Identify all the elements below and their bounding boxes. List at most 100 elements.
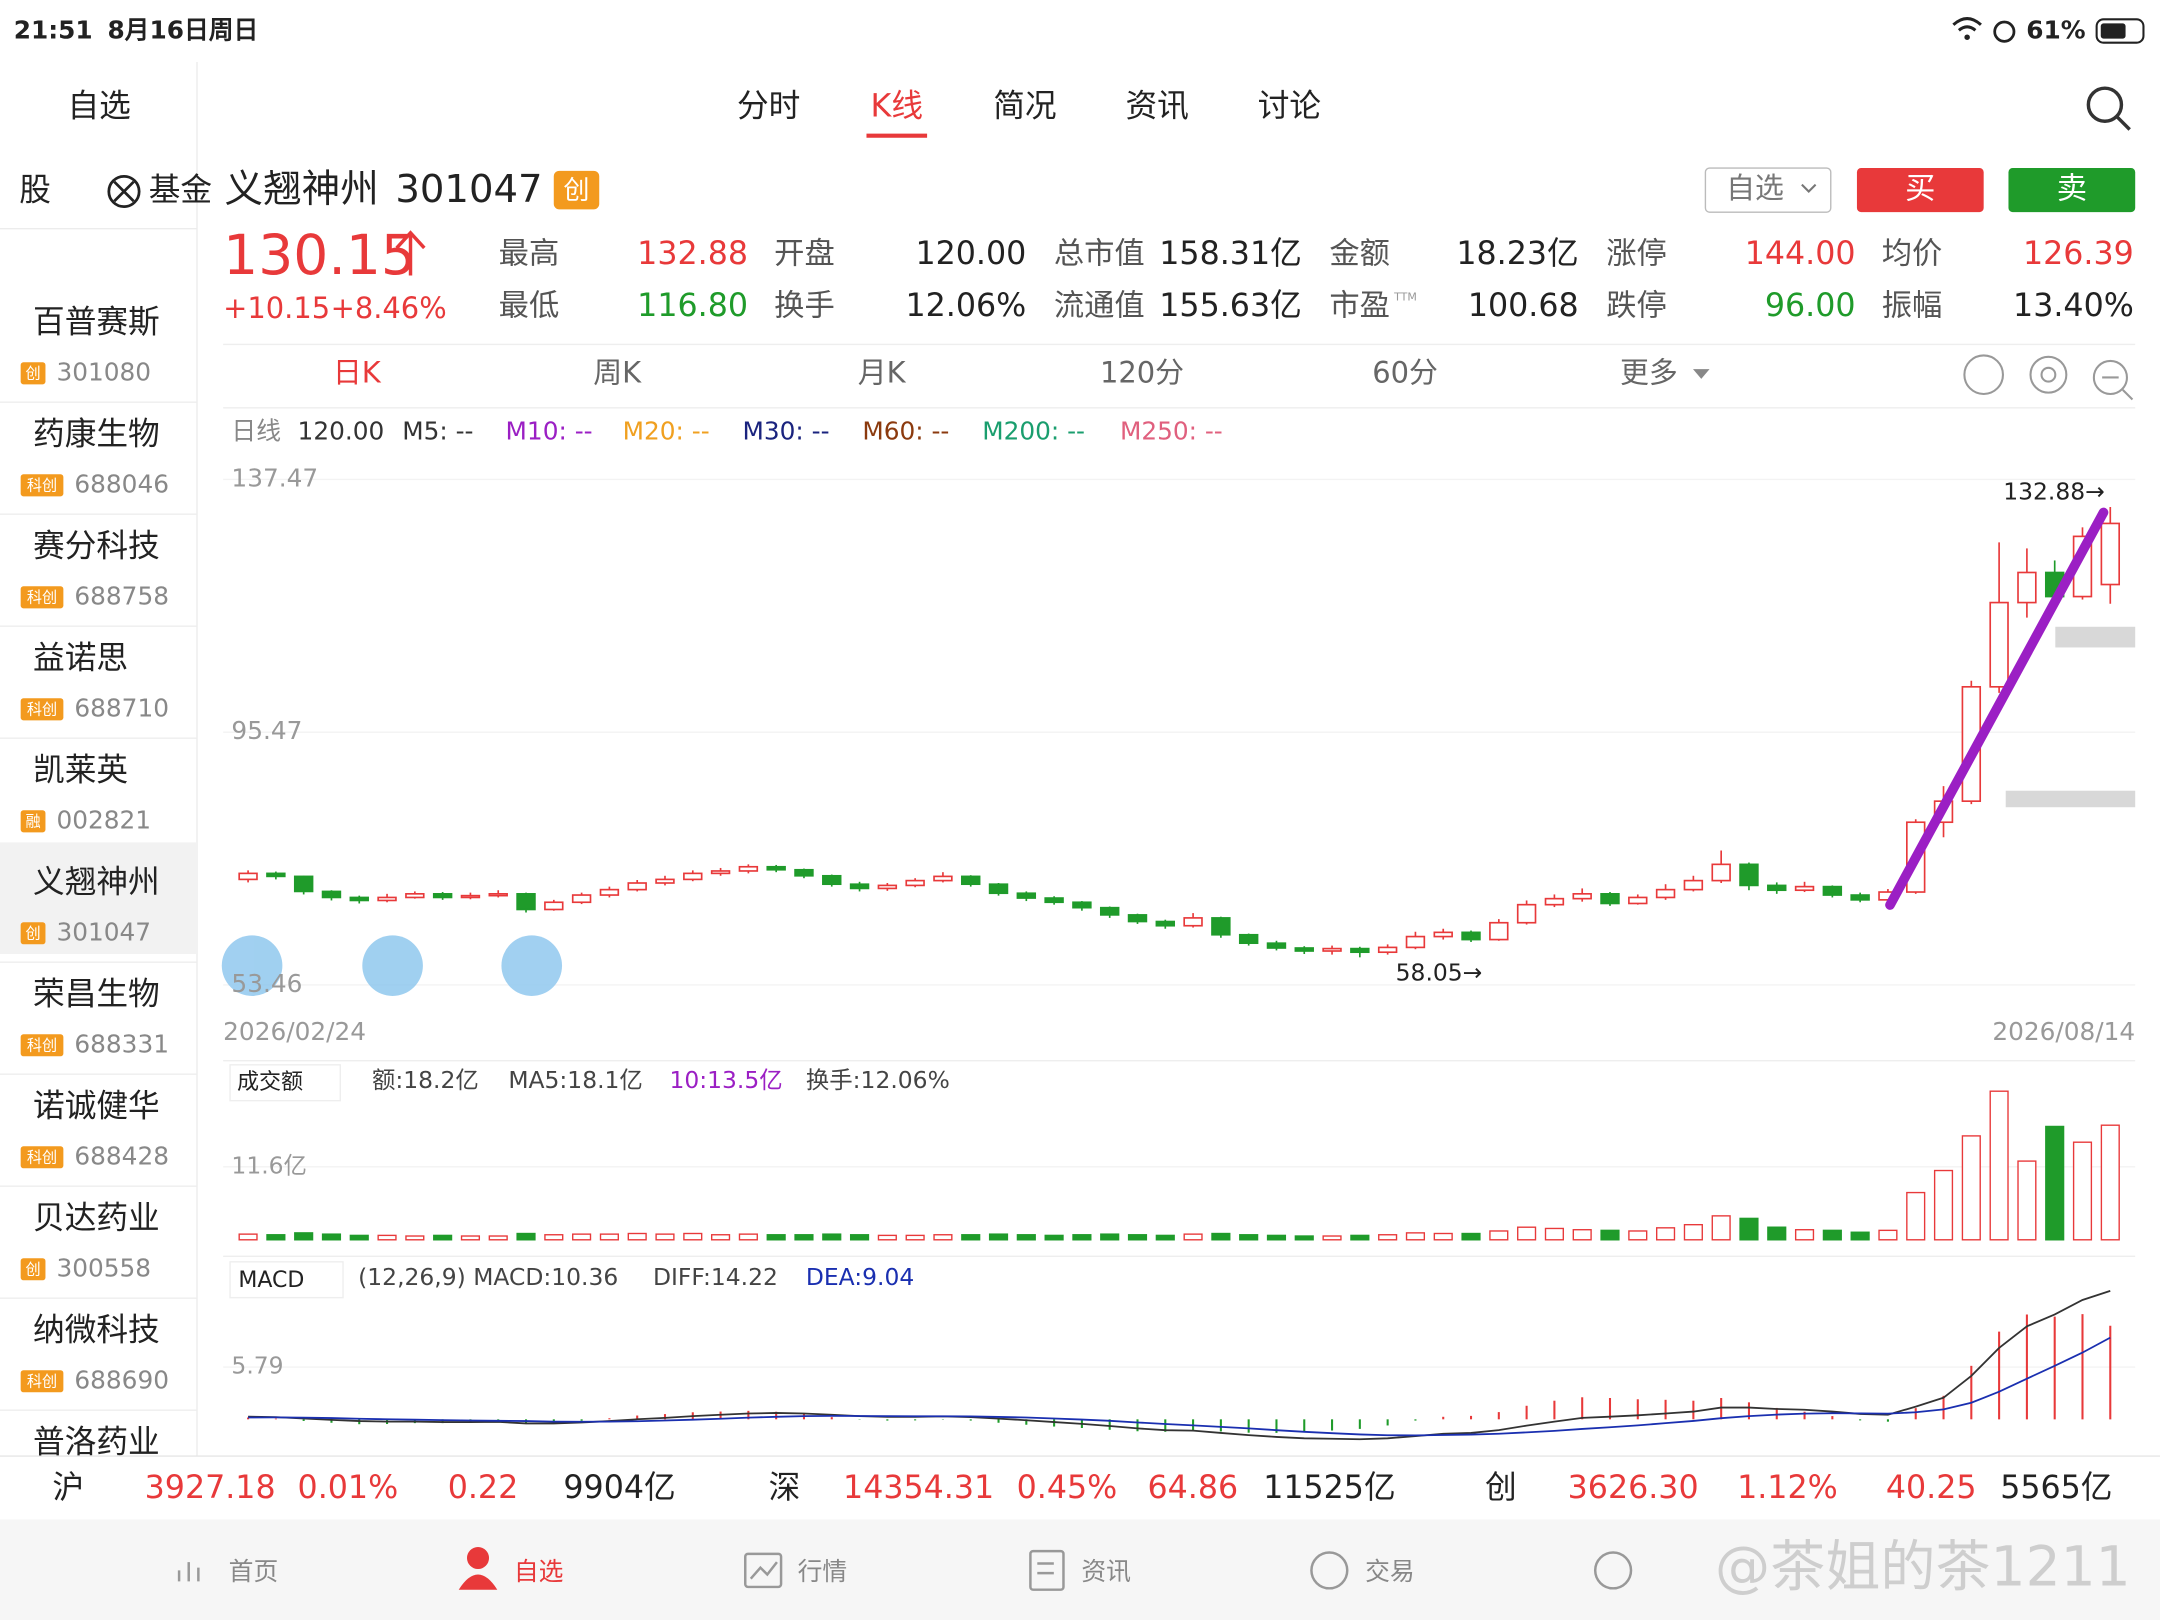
stock-name[interactable]: 凯莱英 [33, 753, 128, 789]
quote-value: 100.68 [1468, 288, 1579, 324]
nav-tab[interactable]: 讨论 [1258, 88, 1321, 124]
stock-name[interactable]: 益诺思 [33, 641, 128, 677]
badge [20, 1034, 64, 1057]
volume-bar [1072, 1234, 1092, 1241]
stock-code: 688428 [74, 1141, 169, 1170]
stock-code: 301047 [56, 917, 151, 946]
quote-value: 13.40% [2013, 288, 2134, 324]
stock-name[interactable]: 荣昌生物 [33, 977, 160, 1013]
badge-text: 科创 [27, 477, 57, 495]
period-tab[interactable]: 周K [593, 356, 642, 390]
volume-bar [377, 1234, 397, 1241]
badge-text: 科创 [27, 1372, 57, 1390]
index-amount: 5565亿 [2000, 1470, 2112, 1506]
volume-bar [849, 1234, 870, 1241]
watch-button[interactable] [1704, 167, 1832, 213]
volume-bar [1961, 1135, 1981, 1241]
nav-tab[interactable]: 资讯 [1125, 88, 1188, 124]
stock-name: 义翘神州 [225, 167, 379, 212]
quote-value: 155.63亿 [1159, 288, 1302, 324]
badge-text: 创 [25, 924, 40, 942]
tab-item[interactable]: 行情 [798, 1557, 848, 1586]
stock-name[interactable]: 普洛药业 [33, 1425, 160, 1461]
stat: (12,26,9) MACD:10.36 [358, 1263, 618, 1291]
badge-text: 创 [25, 365, 40, 383]
volume-bar [321, 1233, 342, 1241]
tab-item[interactable]: 资讯 [1081, 1557, 1131, 1586]
volume-bar [1794, 1229, 1815, 1241]
x-start: 2026/02/24 [223, 1017, 366, 1046]
volume-bar [1906, 1191, 1926, 1241]
drawn-zone [2055, 626, 2136, 648]
nav-tab[interactable]: 简况 [993, 88, 1056, 124]
stock-name[interactable]: 纳微科技 [33, 1313, 160, 1349]
stock-name[interactable]: 诺诚健华 [33, 1089, 160, 1125]
buy-button[interactable] [1856, 168, 1984, 213]
status-battery: 61% [2026, 16, 2085, 45]
badge [20, 474, 64, 497]
candle-body [794, 868, 814, 877]
period-tab[interactable]: 日K [333, 356, 382, 390]
volume-bar [544, 1234, 564, 1241]
ma-legend: 120.00 [298, 417, 385, 446]
nav-tab[interactable]: K线 [871, 88, 923, 124]
volume-bar [1517, 1226, 1537, 1241]
tab-icons [177, 1546, 1633, 1591]
stock-name[interactable]: 百普赛斯 [33, 305, 160, 341]
watch-chevron [1801, 183, 1817, 193]
period-tab[interactable]: 月K [858, 356, 907, 390]
stock-code: 688690 [74, 1365, 169, 1394]
chart-tools[interactable] [1963, 354, 2134, 401]
floating-buttons[interactable] [221, 935, 563, 996]
tab-item[interactable]: 首页 [229, 1557, 279, 1586]
period-tab[interactable]: 120分 [1100, 356, 1184, 390]
candle-body [1794, 885, 1815, 892]
volume-bar [1711, 1215, 1731, 1241]
volume-bar [1433, 1232, 1453, 1241]
nav-tab[interactable]: 分时 [737, 88, 800, 124]
change: +10.15 [223, 291, 330, 325]
stock-name[interactable]: 赛分科技 [33, 529, 160, 565]
quote-label: 市盈 [1329, 289, 1390, 324]
diff-line [248, 1290, 2111, 1441]
volume-bar [794, 1234, 814, 1241]
index-price: 3927.18 [145, 1470, 276, 1506]
volume-bar [683, 1232, 703, 1241]
board-text: 创 [563, 176, 589, 206]
candle-body [1322, 947, 1342, 952]
stock-name[interactable]: 药康生物 [33, 417, 160, 453]
volume-bar [738, 1233, 758, 1241]
volume-bar [710, 1234, 731, 1241]
y-tick-label: 53.46 [231, 969, 302, 998]
stat: MA5:18.1亿 [508, 1066, 643, 1094]
search-icon[interactable] [2086, 86, 2131, 131]
candle-body [1099, 906, 1120, 916]
stock-name[interactable]: 贝达药业 [33, 1201, 160, 1237]
candle-body [1211, 917, 1231, 936]
badge [20, 810, 46, 833]
tab-item[interactable]: 交易 [1365, 1557, 1415, 1586]
quote-label: 流通值 [1054, 289, 1145, 324]
volume-bar [1350, 1234, 1370, 1241]
period-tab[interactable]: 更多 [1620, 356, 1678, 390]
up-arrow [395, 230, 426, 276]
quote-label: 振幅 [1882, 289, 1943, 324]
candle-body [377, 896, 397, 902]
volume-bar [1322, 1235, 1342, 1241]
index-name: 创 [1485, 1470, 1517, 1506]
stock-name[interactable]: 义翘神州 [33, 865, 160, 901]
quote-value: 12.06% [906, 288, 1027, 324]
quote-label: 涨停 [1606, 236, 1667, 271]
badge [20, 1146, 64, 1169]
selector: MACD [238, 1268, 304, 1293]
candle-body [1850, 894, 1870, 901]
candle-body [1822, 885, 1843, 896]
tab-item[interactable]: 自选 [514, 1557, 564, 1586]
sell-button[interactable] [2008, 168, 2136, 213]
candle-body [599, 888, 620, 896]
volume-bar [1183, 1233, 1203, 1241]
volume-bar [516, 1232, 536, 1241]
volume-bar [599, 1233, 619, 1241]
period-tab[interactable]: 60分 [1372, 356, 1438, 390]
ma-legend: M60: -- [862, 417, 949, 446]
